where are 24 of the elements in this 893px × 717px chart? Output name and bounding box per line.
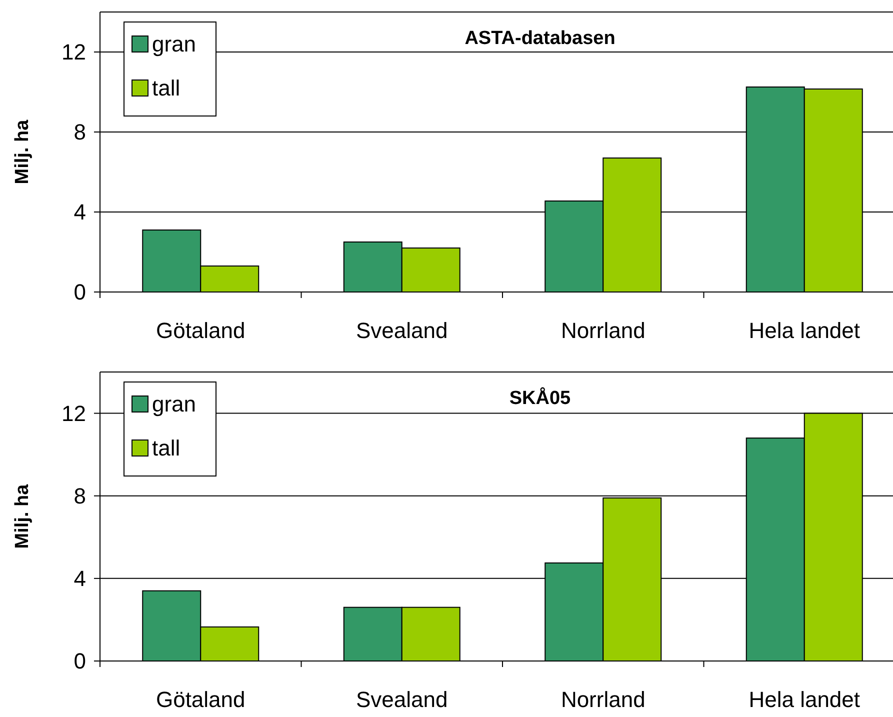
y-tick-label: 8 xyxy=(74,120,86,145)
legend-label: gran xyxy=(152,392,196,417)
x-tick-label: Hela landet xyxy=(748,687,860,712)
x-tick-label: Norrland xyxy=(560,318,646,343)
legend-label: tall xyxy=(152,76,180,101)
x-tick-label: Götaland xyxy=(156,687,246,712)
y-tick-label: 12 xyxy=(62,40,86,65)
x-tick-label: Svealand xyxy=(356,318,448,343)
y-tick-label: 0 xyxy=(74,280,86,305)
legend-label: tall xyxy=(152,436,180,461)
x-tick-label: Svealand xyxy=(356,687,448,712)
x-tick-label: Hela landet xyxy=(748,318,860,343)
y-tick-label: 8 xyxy=(74,484,86,509)
legend-label: gran xyxy=(152,32,196,57)
y-axis-title: Milj. ha xyxy=(12,119,33,184)
y-axis-title: Milj. ha xyxy=(12,484,33,549)
x-tick-label: Norrland xyxy=(560,687,646,712)
y-tick-label: 0 xyxy=(74,648,86,674)
y-tick-label: 4 xyxy=(74,200,86,225)
text: ASTA-databasen xyxy=(464,28,616,49)
y-tick-label: 4 xyxy=(74,566,86,592)
x-tick-label: Götaland xyxy=(156,318,246,343)
y-tick-label: 12 xyxy=(62,400,86,426)
text: SKÅ05 xyxy=(509,387,572,409)
